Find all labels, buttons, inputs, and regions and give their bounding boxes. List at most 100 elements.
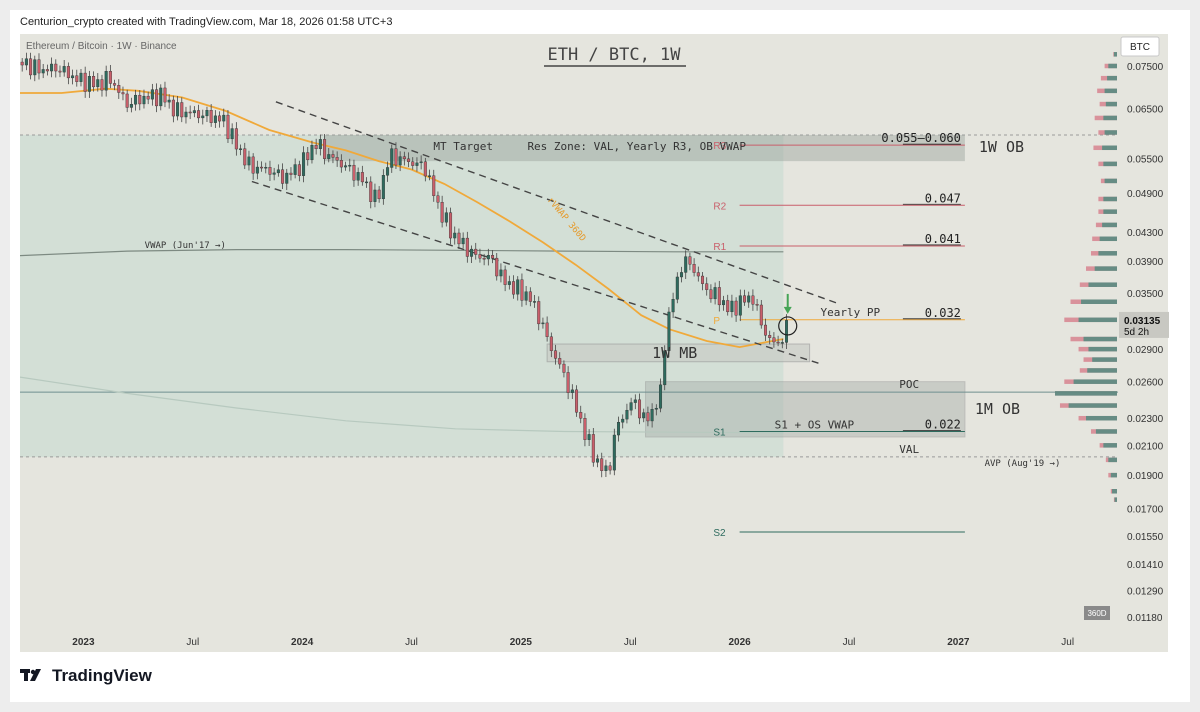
candle-body: [255, 166, 259, 174]
candle-body: [373, 189, 377, 202]
vp-bar-up: [1103, 209, 1117, 214]
candle-body: [423, 161, 427, 177]
price-tick-label: 0.01410: [1127, 560, 1164, 571]
candle-body: [654, 407, 658, 410]
time-tick-label: Jul: [1061, 637, 1074, 648]
vp-bar-up: [1081, 299, 1117, 304]
candle-body: [24, 58, 28, 66]
candle-body: [499, 269, 503, 277]
vp-bar-up: [1102, 145, 1117, 151]
chart-title: ETH / BTC, 1W: [547, 45, 681, 65]
candle-body: [507, 281, 511, 285]
candle-body: [327, 154, 331, 159]
candle-body: [625, 409, 629, 420]
candle-body: [407, 158, 411, 162]
price-tick-label: 0.07500: [1127, 62, 1164, 73]
candle-body: [234, 128, 238, 150]
avp-aug19-label: AVP (Aug'19 →): [985, 459, 1061, 469]
tradingview-brand[interactable]: TradingView: [20, 666, 152, 686]
price-tick-label: 0.02100: [1127, 441, 1164, 452]
yearly-pp-label: Yearly PP: [821, 306, 881, 319]
volume-profile: [1055, 52, 1117, 502]
candle-body: [629, 402, 633, 411]
vp-bar-up: [1110, 472, 1117, 478]
avp-aug19-line: [20, 376, 784, 434]
candle-body: [776, 341, 780, 344]
candle-body: [20, 61, 24, 66]
candle-body: [344, 165, 348, 168]
weekly-mb-label: 1W MB: [652, 344, 697, 362]
candle-body: [428, 175, 432, 177]
candles-layer: [20, 52, 789, 478]
candle-body: [528, 291, 532, 302]
candle-body: [667, 311, 671, 351]
candle-body: [705, 283, 709, 290]
vp-bar-up: [1078, 317, 1117, 323]
candle-body: [680, 272, 684, 278]
candle-body: [45, 69, 49, 72]
candle-body: [268, 167, 272, 175]
price-tick-label: 0.02900: [1127, 345, 1164, 356]
candle-body: [138, 94, 142, 105]
candle-body: [474, 248, 478, 255]
currency-badge[interactable]: [1120, 36, 1160, 57]
candle-body: [512, 281, 516, 295]
price-tick-label: 0.01900: [1127, 471, 1164, 482]
candle-body: [621, 418, 625, 423]
candle-body: [717, 287, 721, 306]
weekly-ob-label: 1W OB: [979, 138, 1024, 156]
candle-body: [566, 372, 570, 393]
candle-body: [306, 152, 310, 161]
price-tick-label: 0.03900: [1127, 257, 1164, 268]
candle-body: [293, 164, 297, 175]
candle-body: [461, 237, 465, 245]
candle-body: [264, 167, 268, 169]
level-tag-s2: S2: [713, 528, 726, 539]
candle-body: [646, 412, 650, 422]
price-tick-label: 0.02300: [1127, 414, 1164, 425]
price-tick-label: 0.04900: [1127, 189, 1164, 200]
currency-label: BTC: [1130, 42, 1150, 53]
candle-body: [108, 71, 112, 84]
candle-body: [449, 212, 453, 239]
candle-body: [743, 295, 747, 303]
candle-body: [352, 164, 356, 181]
candle-body: [453, 232, 457, 239]
vp-bar-up: [1103, 161, 1117, 167]
candle-body: [642, 412, 646, 419]
candle-body: [146, 95, 150, 100]
vp-bar-up: [1087, 368, 1117, 373]
candle-body: [79, 72, 83, 82]
candle-body: [415, 162, 419, 166]
candle-body: [184, 111, 188, 118]
candle-body: [747, 295, 751, 303]
candle-body: [780, 342, 784, 344]
candle-body: [58, 70, 62, 73]
candle-body: [104, 71, 108, 91]
time-tick-label: 2024: [291, 637, 314, 648]
candle-body: [386, 167, 390, 176]
candle-body: [638, 399, 642, 419]
tradingview-logo-icon: [20, 669, 41, 681]
candle-body: [142, 95, 146, 105]
plot-background: [20, 34, 1118, 652]
candle-body: [310, 145, 314, 161]
candle-body: [596, 458, 600, 463]
price-tick-label: 0.01180: [1127, 613, 1163, 624]
candle-body: [411, 161, 415, 166]
candle-body: [524, 291, 528, 301]
candle-body: [444, 212, 448, 223]
candle-body: [289, 172, 293, 175]
candle-body: [272, 172, 276, 175]
candle-body: [759, 304, 763, 326]
rvwap-360d-line: [20, 87, 784, 349]
candle-body: [772, 337, 776, 343]
candle-body: [549, 336, 553, 351]
candle-body: [192, 110, 196, 114]
vp-bar-up: [1113, 52, 1117, 57]
candle-body: [171, 99, 175, 117]
candle-body: [331, 154, 335, 158]
candle-body: [575, 389, 579, 413]
time-tick-label: Jul: [843, 637, 856, 648]
